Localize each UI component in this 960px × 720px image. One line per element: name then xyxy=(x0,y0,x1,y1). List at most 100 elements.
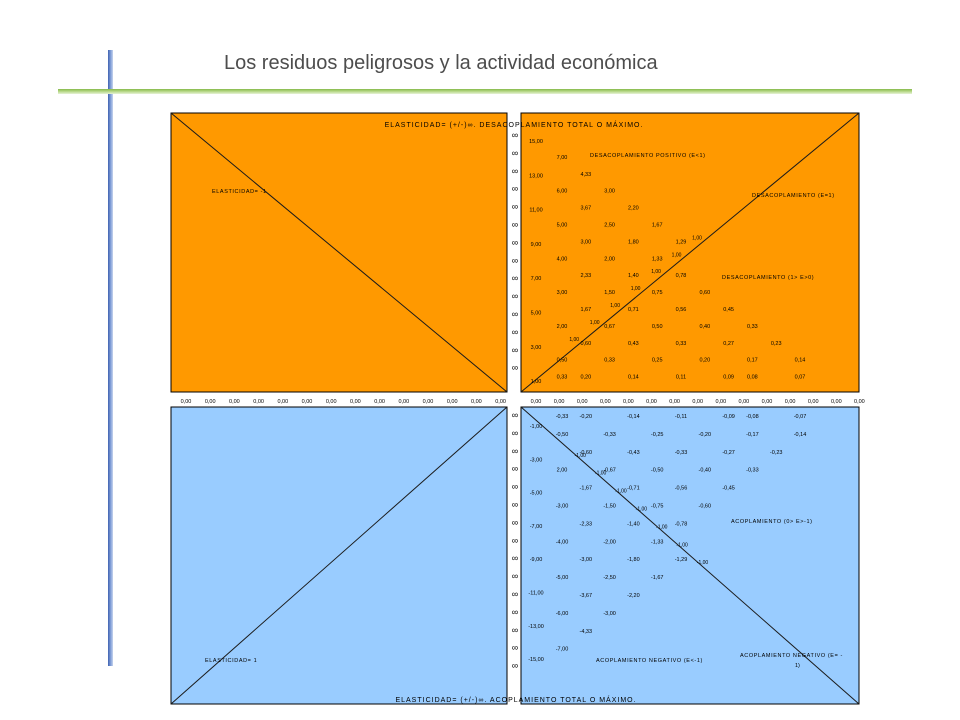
lower-value: -0,14 xyxy=(627,414,640,420)
upper-value: 1,40 xyxy=(628,273,639,279)
upper-diagonal-value: 1,00 xyxy=(651,269,661,275)
infinity-mark: ∞ xyxy=(512,410,518,420)
lower-axis-label: -1,00 xyxy=(530,424,543,430)
zero-row-value: 0,00 xyxy=(785,399,796,405)
upper-value: 0,17 xyxy=(747,358,758,364)
upper-value: 0,07 xyxy=(795,375,806,381)
lower-diagonal-value: -1,00 xyxy=(656,524,668,530)
zero-row-value: 0,00 xyxy=(447,399,458,405)
upper-value: 3,00 xyxy=(557,290,568,296)
upper-value: 0,20 xyxy=(699,358,710,364)
lower-value: -0,50 xyxy=(651,468,664,474)
zero-row-value: 0,00 xyxy=(739,399,750,405)
upper-value: 0,23 xyxy=(771,341,782,347)
lower-value: -0,56 xyxy=(675,486,688,492)
top-title-label: ELASTICIDAD= (+/-)∞. DESACOPLAMIENTO TOT… xyxy=(385,120,644,129)
vertical-accent-rule xyxy=(108,50,113,666)
lower-value: -0,17 xyxy=(746,432,759,438)
zero-row-value: 0,00 xyxy=(277,399,288,405)
upper-value: 2,33 xyxy=(580,273,591,279)
bottom-title-label: ELASTICIDAD= (+/-)∞. ACOPLAMIENTO TOTAL … xyxy=(395,695,636,704)
upper-value: 1,50 xyxy=(604,290,615,296)
upper-value: 0,33 xyxy=(676,341,687,347)
lower-axis-label: -7,00 xyxy=(530,524,543,530)
lower-value: -0,33 xyxy=(746,468,759,474)
slide-title: Los residuos peligrosos y la actividad e… xyxy=(224,52,658,74)
diagonal-lower-left xyxy=(170,406,508,705)
lower-value: -2,00 xyxy=(603,539,616,545)
lower-axis-label: -11,00 xyxy=(528,591,543,597)
upper-value: 0,67 xyxy=(604,324,615,330)
acoplamiento-negativo-e1-label-line1: ACOPLAMIENTO NEGATIVO (E= - xyxy=(740,653,843,659)
upper-value: 0,09 xyxy=(723,375,734,381)
zero-row-value: 0,00 xyxy=(715,399,726,405)
zero-row-value: 0,00 xyxy=(495,399,506,405)
infinity-mark: ∞ xyxy=(512,166,518,176)
zero-row-value: 0,00 xyxy=(646,399,657,405)
upper-value: 0,11 xyxy=(676,375,686,381)
lower-value: -7,00 xyxy=(556,647,569,653)
upper-value: 0,14 xyxy=(795,358,806,364)
upper-value: 0,25 xyxy=(652,358,663,364)
zero-row-value: 0,00 xyxy=(623,399,634,405)
lower-value: -0,43 xyxy=(627,450,640,456)
upper-diagonal-value: 1,00 xyxy=(590,320,600,326)
upper-value: 0,08 xyxy=(747,375,758,381)
infinity-mark: ∞ xyxy=(512,202,518,212)
upper-value: 0,60 xyxy=(580,341,591,347)
lower-diagonal-value: -1,00 xyxy=(595,471,607,477)
lower-value: -3,00 xyxy=(556,504,569,510)
lower-value: -0,45 xyxy=(722,486,735,492)
upper-axis-label: 15,00 xyxy=(529,139,543,145)
upper-value: 0,40 xyxy=(699,324,710,330)
zero-row-value: 0,00 xyxy=(831,399,842,405)
infinity-mark: ∞ xyxy=(512,589,518,599)
infinity-mark: ∞ xyxy=(512,661,518,671)
lower-diagonal-value: -1,00 xyxy=(676,542,688,548)
upper-value: 6,00 xyxy=(557,189,568,195)
infinity-mark: ∞ xyxy=(512,625,518,635)
upper-value: 0,43 xyxy=(628,341,639,347)
zero-row-value: 0,00 xyxy=(554,399,565,405)
upper-diagonal-value: 1,00 xyxy=(672,252,682,258)
diagonal-lower-right xyxy=(520,406,860,705)
lower-axis-label: -15,00 xyxy=(528,657,544,663)
upper-value: 0,75 xyxy=(652,290,663,296)
upper-value: 0,78 xyxy=(676,273,687,279)
infinity-mark: ∞ xyxy=(512,464,518,474)
lower-value: -0,71 xyxy=(627,486,640,492)
upper-axis-label: 3,00 xyxy=(531,345,542,351)
zero-row-value: 0,00 xyxy=(808,399,819,405)
lower-value: -2,33 xyxy=(580,521,593,527)
zero-row-value: 0,00 xyxy=(205,399,216,405)
lower-value: -3,00 xyxy=(580,557,593,563)
upper-diagonal-value: 1,00 xyxy=(631,286,641,292)
lower-value: -0,75 xyxy=(651,504,664,510)
upper-axis-label: 5,00 xyxy=(531,311,542,317)
lower-axis-label: -13,00 xyxy=(528,624,544,630)
upper-diagonal-value: 1,00 xyxy=(692,235,702,241)
lower-diagonal-value: -1,00 xyxy=(575,453,587,459)
upper-value: 0,33 xyxy=(604,358,615,364)
lower-value: -0,25 xyxy=(651,432,664,438)
infinity-mark: ∞ xyxy=(512,184,518,194)
zero-row-value: 0,00 xyxy=(577,399,588,405)
lower-value: -0,60 xyxy=(580,450,593,456)
infinity-mark: ∞ xyxy=(512,607,518,617)
lower-value: 2,00 xyxy=(557,468,568,474)
lower-value: -0,20 xyxy=(699,432,712,438)
upper-value: 1,80 xyxy=(628,239,639,245)
horizontal-accent-rule xyxy=(58,89,912,94)
infinity-mark: ∞ xyxy=(512,130,518,140)
lower-value: -0,11 xyxy=(675,414,687,420)
lower-diagonal-value: -1,00 xyxy=(615,489,627,495)
lower-diagonal-value: -1,00 xyxy=(636,507,648,513)
infinity-mark: ∞ xyxy=(512,255,518,265)
upper-diagonal-value: 1,00 xyxy=(610,303,620,309)
upper-axis-label: 11,00 xyxy=(529,208,542,214)
lower-value: -0,23 xyxy=(770,450,783,456)
upper-axis-label: 9,00 xyxy=(531,242,542,248)
lower-value: -4,00 xyxy=(556,539,569,545)
infinity-mark: ∞ xyxy=(512,327,518,337)
lower-value: -0,33 xyxy=(675,450,688,456)
